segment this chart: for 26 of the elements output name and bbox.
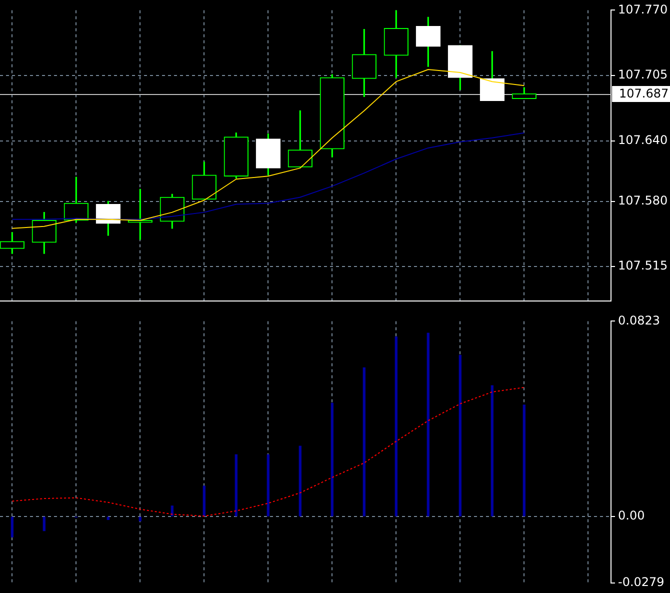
y-tick-label: 107.515 (618, 258, 668, 273)
bar (522, 404, 526, 516)
y-tick-label: 107.580 (618, 193, 668, 208)
bar (106, 516, 110, 520)
bar (362, 367, 366, 516)
bar (170, 506, 174, 516)
bar (10, 516, 14, 538)
bar (298, 446, 302, 516)
bar (266, 454, 270, 516)
bar (138, 516, 142, 522)
y-tick-label: 107.705 (618, 68, 668, 82)
bar (234, 454, 238, 516)
y-tick-label: 107.640 (618, 133, 668, 148)
bar (202, 486, 206, 516)
y-tick-label: 107.770 (618, 2, 668, 16)
bar (426, 332, 430, 516)
bar (330, 402, 334, 516)
bar (490, 385, 494, 516)
y-tick-label: -0.0279 (618, 574, 664, 589)
bar (458, 354, 462, 516)
y-tick-label: 0.00 (618, 508, 645, 523)
line-series (12, 386, 525, 517)
bar (42, 516, 46, 532)
bar (394, 336, 398, 516)
y-tick-label: 0.0823 (618, 313, 660, 328)
ref-line-label: 107.687 (619, 86, 669, 101)
